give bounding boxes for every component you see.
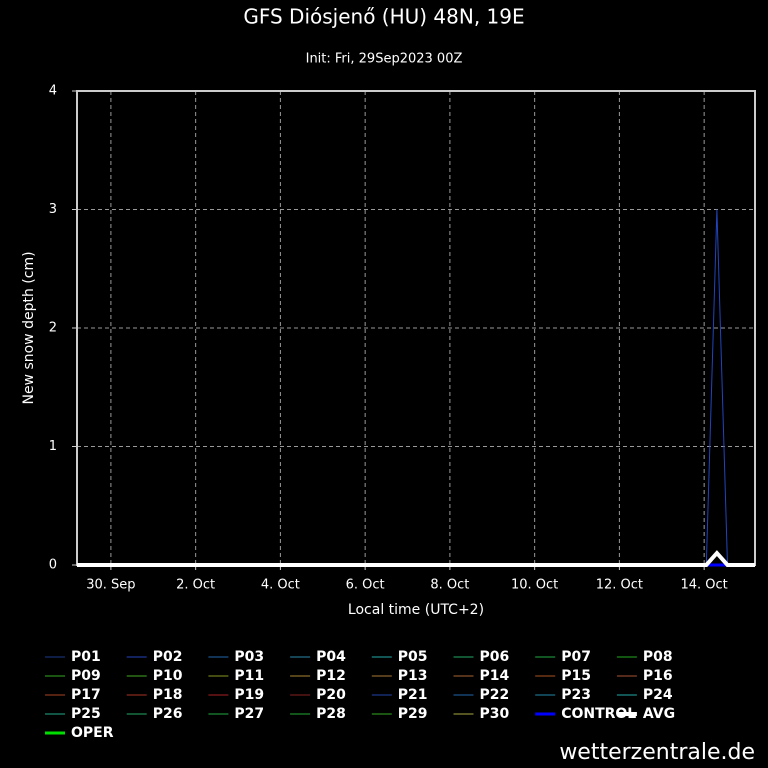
x-tick-label: 4. Oct bbox=[261, 578, 300, 593]
chart-subtitle: Init: Fri, 29Sep2023 00Z bbox=[306, 52, 463, 67]
legend-label: P29 bbox=[398, 706, 428, 722]
legend-label: P22 bbox=[480, 687, 510, 703]
x-tick-label: 2. Oct bbox=[176, 578, 215, 593]
legend-label: P28 bbox=[316, 706, 346, 722]
legend-label: P08 bbox=[643, 649, 673, 665]
legend-label: P11 bbox=[234, 668, 264, 684]
legend-label: P04 bbox=[316, 649, 346, 665]
x-tick-label: 12. Oct bbox=[596, 578, 643, 593]
legend-label: CONTROL bbox=[561, 706, 636, 722]
legend-label: P01 bbox=[71, 649, 101, 665]
x-axis-label: Local time (UTC+2) bbox=[348, 602, 484, 618]
legend-label: P09 bbox=[71, 668, 101, 684]
legend-label: P06 bbox=[480, 649, 510, 665]
legend-label: P27 bbox=[234, 706, 264, 722]
chart-title: GFS Diósjenő (HU) 48N, 19E bbox=[243, 5, 524, 29]
legend-label: P25 bbox=[71, 706, 101, 722]
legend-label: P19 bbox=[234, 687, 264, 703]
x-tick-label: 30. Sep bbox=[86, 578, 135, 593]
legend-label: P26 bbox=[153, 706, 183, 722]
x-tick-label: 14. Oct bbox=[681, 578, 728, 593]
legend-label: P05 bbox=[398, 649, 428, 665]
y-axis-label: New snow depth (cm) bbox=[21, 251, 37, 404]
x-tick-label: 6. Oct bbox=[346, 578, 385, 593]
legend-label: P12 bbox=[316, 668, 346, 684]
legend-label: P07 bbox=[561, 649, 591, 665]
legend-label: P18 bbox=[153, 687, 183, 703]
legend-label: P30 bbox=[480, 706, 510, 722]
legend-label: P16 bbox=[643, 668, 673, 684]
series-line bbox=[77, 550, 755, 567]
legend-label: P02 bbox=[153, 649, 183, 665]
y-tick-label: 0 bbox=[49, 558, 57, 573]
legend-label: P24 bbox=[643, 687, 673, 703]
legend-label: OPER bbox=[71, 725, 114, 741]
legend-label: P15 bbox=[561, 668, 591, 684]
legend-label: P17 bbox=[71, 687, 101, 703]
legend-label: P03 bbox=[234, 649, 264, 665]
legend-label: P21 bbox=[398, 687, 428, 703]
legend-label: P23 bbox=[561, 687, 591, 703]
y-tick-label: 2 bbox=[49, 321, 57, 336]
legend-label: P10 bbox=[153, 668, 183, 684]
x-tick-label: 8. Oct bbox=[430, 578, 469, 593]
y-tick-label: 1 bbox=[49, 439, 57, 454]
legend-label: P13 bbox=[398, 668, 428, 684]
source: wetterzentrale.de bbox=[559, 740, 755, 765]
legend-label: AVG bbox=[643, 706, 675, 722]
legend-label: P14 bbox=[480, 668, 510, 684]
y-tick-label: 4 bbox=[49, 84, 57, 99]
legend-label: P20 bbox=[316, 687, 346, 703]
y-tick-label: 3 bbox=[49, 202, 57, 217]
x-tick-label: 10. Oct bbox=[511, 578, 558, 593]
